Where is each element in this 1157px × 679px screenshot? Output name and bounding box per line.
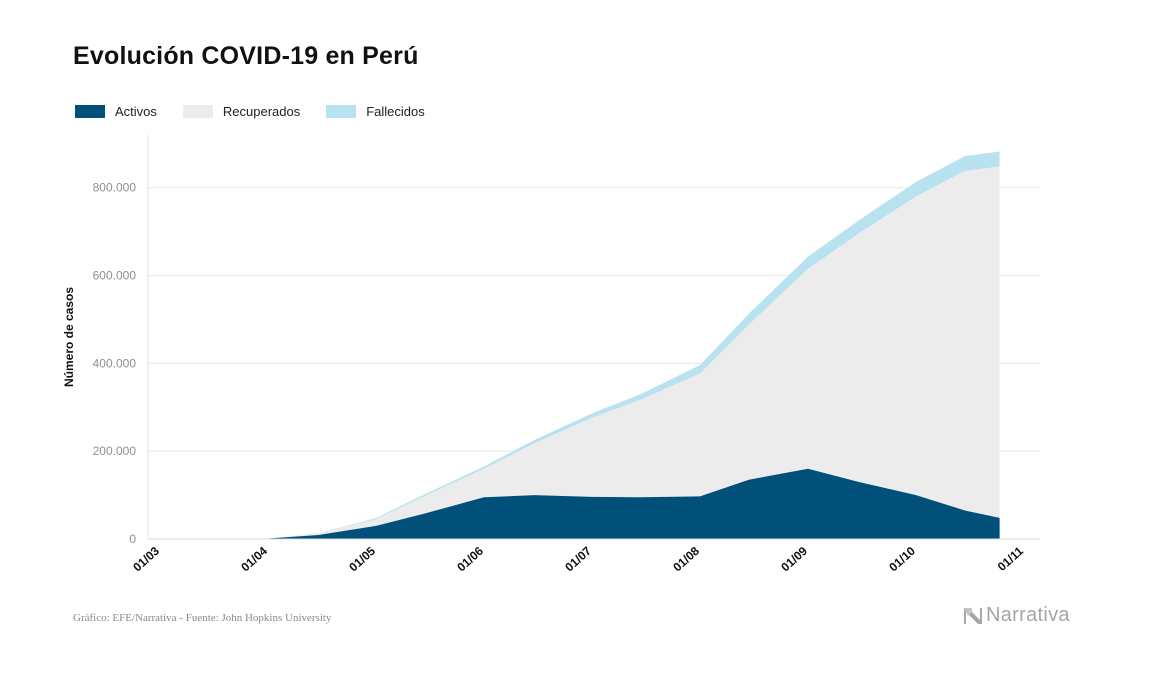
legend-item-activos: Activos [75, 104, 157, 119]
x-tick-label-2: 01/05 [346, 544, 378, 575]
legend-label-fallecidos: Fallecidos [366, 104, 425, 119]
chart-legend: Activos Recuperados Fallecidos [75, 104, 451, 119]
legend-item-fallecidos: Fallecidos [326, 104, 425, 119]
legend-swatch-recuperados [182, 105, 213, 118]
brand-logo: Narrativa [962, 604, 1070, 627]
y-tick-label-0: 0 [129, 532, 136, 546]
area-series-activos [160, 468, 1000, 539]
legend-item-recuperados: Recuperados [182, 104, 301, 119]
y-tick-label-4: 800.000 [93, 181, 137, 195]
x-tick-label-1: 01/04 [238, 544, 270, 575]
x-tick-label-3: 01/06 [454, 544, 486, 575]
legend-label-recuperados: Recuperados [222, 104, 301, 119]
chart-title: Evolución COVID-19 en Perú [73, 42, 419, 70]
area-series-fallecidos [160, 151, 1000, 539]
y-tick-label-3: 600.000 [93, 269, 137, 283]
brand-name: Narrativa [986, 604, 1070, 626]
x-tick-label-5: 01/08 [670, 544, 702, 575]
y-tick-label-1: 200.000 [93, 444, 137, 458]
x-tick-label-7: 01/10 [886, 544, 918, 575]
y-axis-label: Número de casos [62, 287, 76, 387]
legend-swatch-fallecidos [326, 105, 357, 118]
y-tick-label-2: 400.000 [93, 356, 137, 370]
x-tick-label-0: 01/03 [130, 544, 162, 575]
x-tick-label-4: 01/07 [562, 544, 594, 575]
area-series-recuperados [160, 166, 1000, 540]
narrativa-logo-icon [964, 607, 982, 624]
x-tick-label-6: 01/09 [778, 544, 810, 575]
source-note: Gráfico: EFE/Narrativa - Fuente: John Ho… [73, 612, 332, 624]
legend-swatch-activos [75, 105, 105, 118]
legend-label-activos: Activos [115, 104, 157, 119]
x-tick-label-8: 01/11 [995, 544, 1026, 574]
